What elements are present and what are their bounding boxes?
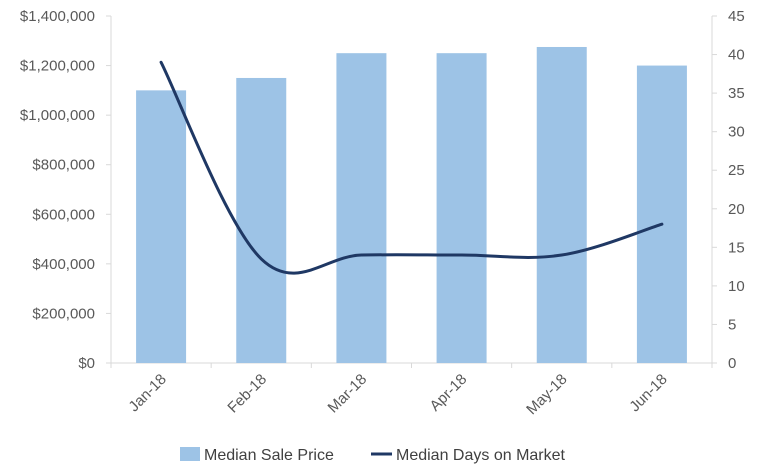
right-tick-label: 0 (728, 355, 736, 372)
left-tick-label: $1,000,000 (20, 107, 95, 124)
left-tick-label: $1,400,000 (20, 8, 95, 25)
legend: Median Sale Price Median Days on Market (180, 447, 566, 464)
right-tick-label: 40 (728, 47, 745, 64)
x-axis-ticks: Jan-18 Feb-18 Mar-18 Apr-18 May-18 Jun-18 (110, 363, 713, 418)
x-tick-label: Jan-18 (125, 371, 169, 415)
legend-line-label: Median Days on Market (396, 447, 566, 464)
bar (236, 77, 287, 363)
legend-bar-label: Median Sale Price (204, 447, 334, 464)
bar (636, 65, 687, 364)
left-y-axis-ticks: $0 $200,000 $400,000 $600,000 $800,000 $1,000… (20, 8, 111, 372)
x-tick-label: Mar-18 (325, 371, 371, 417)
left-tick-label: $600,000 (32, 206, 95, 223)
right-y-axis-ticks: 0 5 10 15 20 25 30 35 40 45 (712, 8, 745, 372)
right-tick-label: 15 (728, 239, 745, 256)
line-series (159, 60, 664, 275)
series-line (159, 60, 664, 275)
x-tick-label: May-18 (523, 371, 570, 418)
right-tick-label: 25 (728, 162, 745, 179)
x-tick-label: Apr-18 (427, 371, 471, 415)
x-tick-label: Feb-18 (224, 371, 270, 417)
right-tick-label: 10 (728, 278, 745, 295)
bar (336, 53, 387, 364)
bar-series (136, 46, 687, 364)
right-tick-label: 35 (728, 85, 745, 102)
x-tick-label: Jun-18 (626, 371, 670, 415)
right-tick-label: 45 (728, 8, 745, 25)
legend-bar-swatch (180, 447, 200, 461)
right-tick-label: 20 (728, 201, 745, 218)
axes (110, 16, 713, 364)
left-tick-label: $400,000 (32, 256, 95, 273)
bar (136, 90, 187, 363)
left-tick-label: $1,200,000 (20, 58, 95, 75)
left-tick-label: $0 (78, 355, 95, 372)
left-tick-label: $800,000 (32, 157, 95, 174)
right-tick-label: 5 (728, 316, 736, 333)
bar (536, 46, 587, 363)
bar (436, 53, 487, 364)
left-tick-label: $200,000 (32, 305, 95, 322)
right-tick-label: 30 (728, 124, 745, 141)
